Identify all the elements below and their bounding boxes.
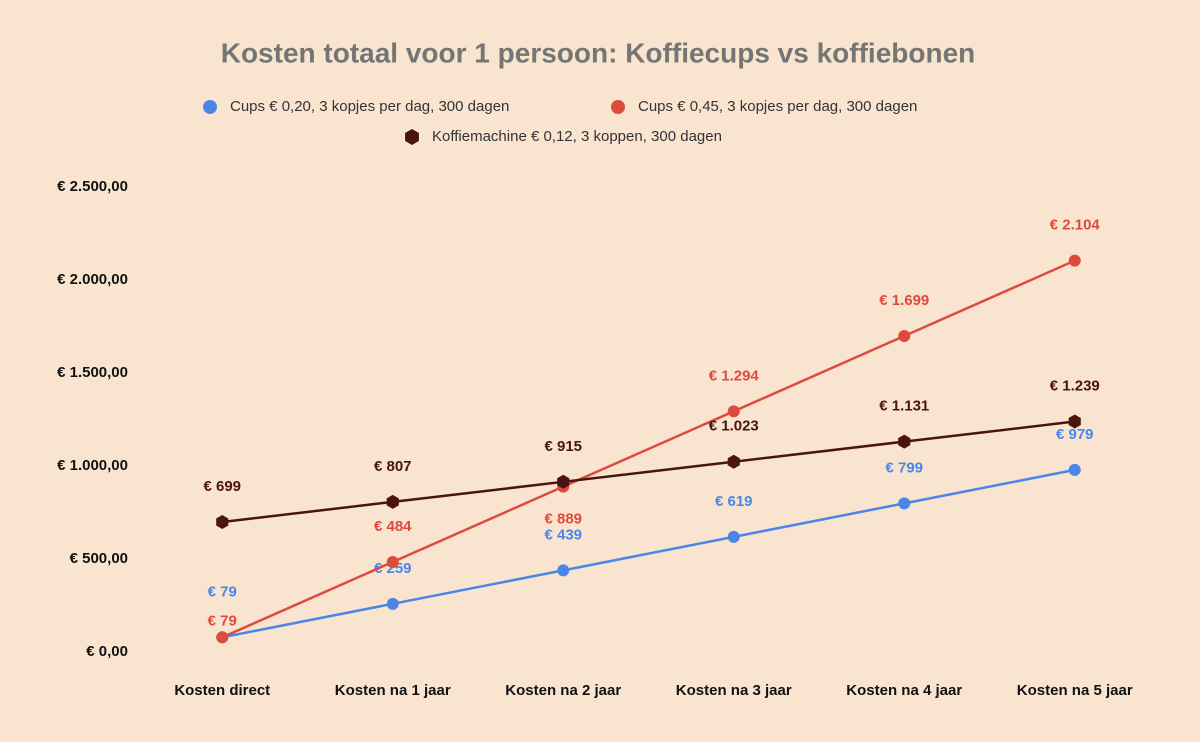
data-label: € 2.104 — [1050, 217, 1101, 234]
legend-label: Koffiemachine € 0,12, 3 koppen, 300 dage… — [432, 128, 722, 145]
y-tick-label: € 2.500,00 — [57, 178, 128, 195]
data-label: € 1.699 — [879, 292, 929, 309]
x-tick-label: Kosten direct — [174, 682, 270, 699]
y-tick-label: € 1.500,00 — [57, 364, 128, 381]
data-label: € 889 — [544, 511, 582, 528]
data-label: € 1.239 — [1050, 378, 1100, 395]
data-label: € 1.131 — [879, 398, 929, 415]
data-label: € 259 — [374, 560, 412, 577]
data-point — [557, 564, 570, 577]
data-label: € 699 — [203, 478, 241, 495]
data-label: € 1.023 — [709, 418, 759, 435]
data-point — [898, 329, 911, 342]
data-point — [216, 514, 229, 529]
data-label: € 619 — [715, 493, 753, 510]
series-line — [221, 259, 1076, 639]
data-point — [1068, 463, 1081, 476]
data-label: € 1.294 — [709, 367, 760, 384]
x-tick-label: Kosten na 2 jaar — [505, 682, 621, 699]
data-point — [727, 405, 740, 418]
legend-label: Cups € 0,45, 3 kopjes per dag, 300 dagen — [638, 98, 917, 115]
y-tick-label: € 2.000,00 — [57, 271, 128, 288]
series-line — [222, 468, 1075, 639]
data-point — [386, 494, 399, 509]
x-tick-label: Kosten na 1 jaar — [335, 682, 451, 699]
y-tick-label: € 0,00 — [86, 643, 128, 660]
legend-label: Cups € 0,20, 3 kopjes per dag, 300 dagen — [230, 98, 509, 115]
data-point — [386, 597, 399, 610]
data-point — [727, 454, 740, 469]
data-point — [727, 530, 740, 543]
data-point — [386, 555, 399, 568]
data-label: € 915 — [544, 438, 582, 455]
data-point — [898, 497, 911, 510]
x-tick-label: Kosten na 5 jaar — [1017, 682, 1133, 699]
data-label: € 79 — [208, 583, 237, 600]
data-label: € 799 — [885, 459, 923, 476]
legend-marker — [611, 100, 625, 114]
data-point — [557, 474, 570, 489]
data-point — [898, 434, 911, 449]
data-point — [216, 631, 229, 644]
data-point — [1068, 254, 1081, 267]
legend-marker — [203, 100, 217, 114]
data-label: € 484 — [374, 518, 412, 535]
y-tick-label: € 1.000,00 — [57, 457, 128, 474]
series-line — [222, 420, 1075, 524]
x-tick-label: Kosten na 4 jaar — [846, 682, 962, 699]
y-tick-label: € 500,00 — [70, 550, 128, 567]
data-label: € 439 — [544, 526, 582, 543]
data-label: € 979 — [1056, 426, 1094, 443]
x-tick-label: Kosten na 3 jaar — [676, 682, 792, 699]
data-label: € 807 — [374, 458, 412, 475]
chart-title: Kosten totaal voor 1 persoon: Koffiecups… — [221, 37, 976, 68]
data-label: € 79 — [208, 612, 237, 629]
legend-marker — [405, 129, 419, 145]
data-point — [1068, 414, 1081, 429]
